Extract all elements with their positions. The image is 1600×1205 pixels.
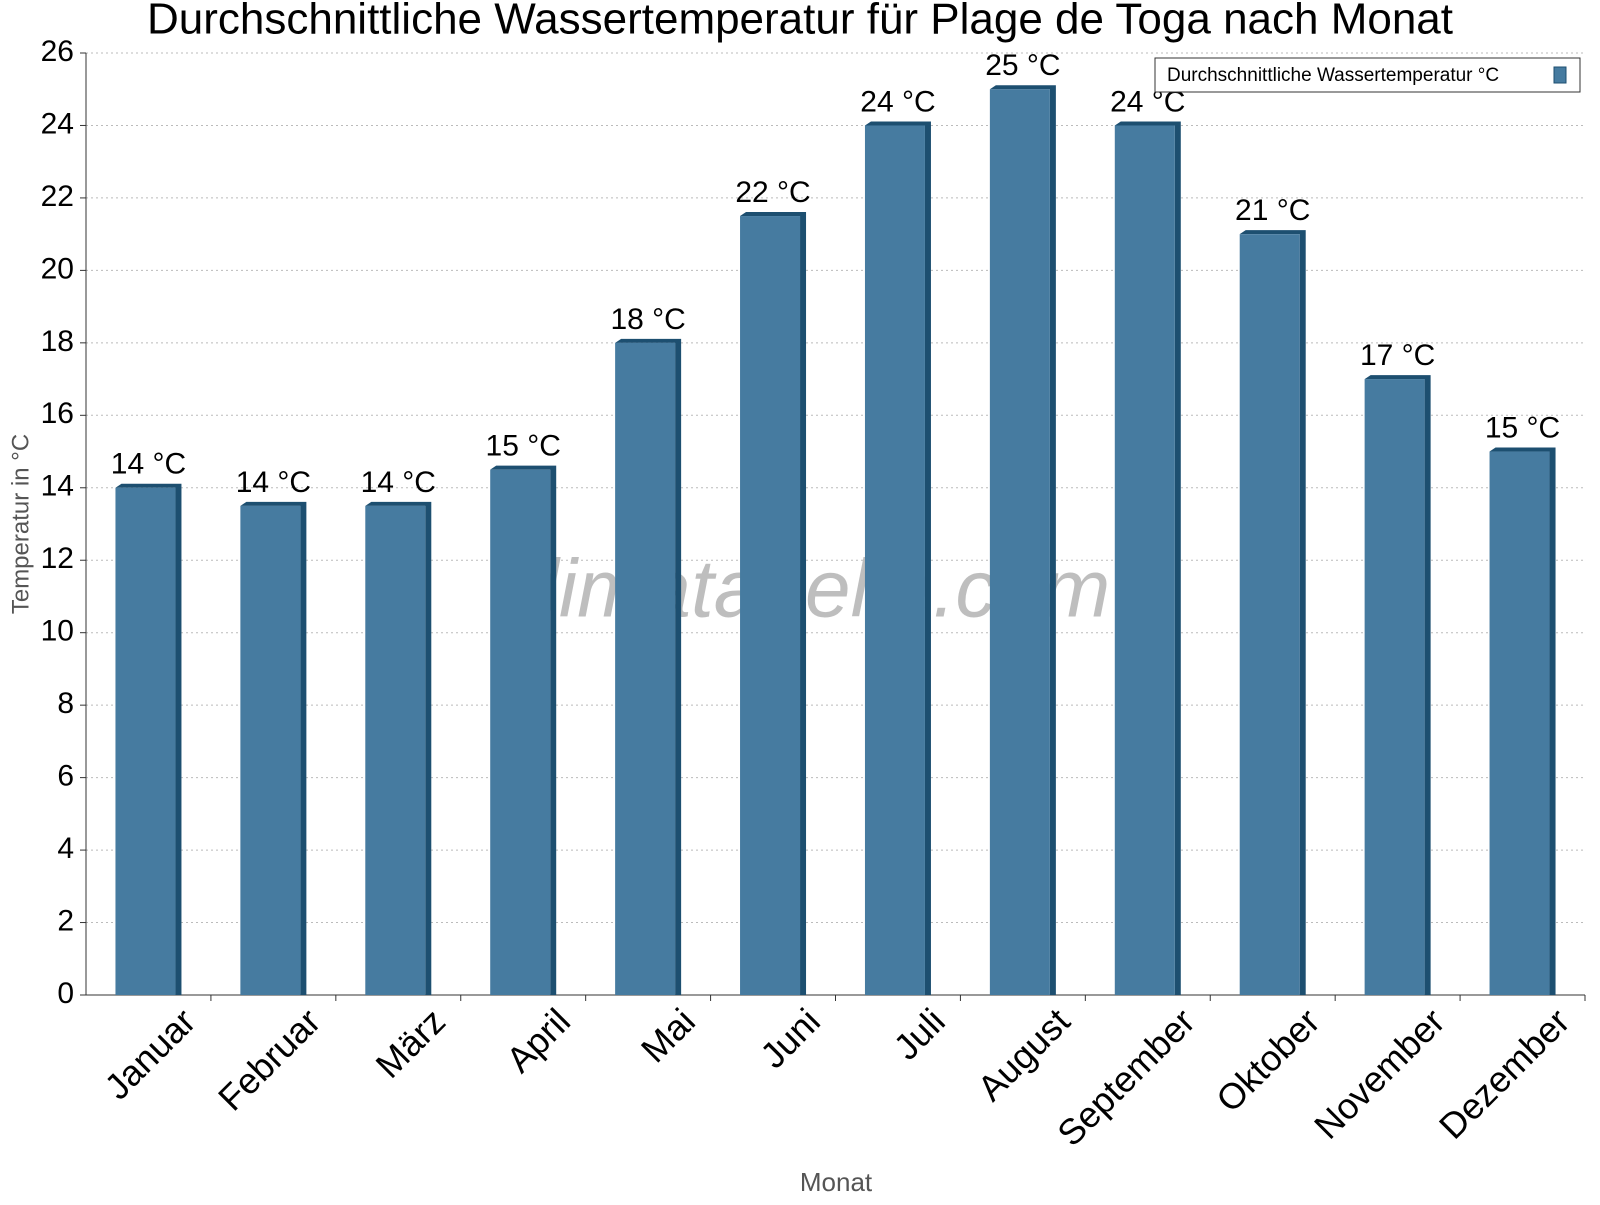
value-label: 14 °C bbox=[111, 448, 186, 481]
x-tick-label: April bbox=[498, 1000, 578, 1080]
y-tick-label: 8 bbox=[57, 687, 74, 720]
x-tick-label: Juni bbox=[752, 1000, 828, 1076]
value-label: 25 °C bbox=[985, 49, 1060, 82]
y-tick-label: 20 bbox=[41, 252, 74, 285]
x-tick-label: September bbox=[1049, 1000, 1203, 1154]
y-tick-label: 4 bbox=[57, 832, 74, 865]
y-tick-label: 0 bbox=[57, 977, 74, 1010]
x-axis-title: Monat bbox=[800, 1167, 873, 1197]
bar bbox=[1364, 379, 1425, 996]
value-label: 22 °C bbox=[735, 176, 810, 209]
x-tick-label: Januar bbox=[96, 1000, 203, 1107]
x-tick-label: März bbox=[368, 1000, 454, 1086]
y-tick-label: 14 bbox=[41, 470, 74, 503]
x-tick-label: Juli bbox=[886, 1000, 953, 1067]
bar bbox=[115, 487, 176, 995]
value-label: 24 °C bbox=[860, 85, 935, 118]
x-tick-label: Mai bbox=[633, 1000, 703, 1070]
bar bbox=[1114, 125, 1175, 995]
x-tick-label: Februar bbox=[210, 1000, 328, 1118]
value-label: 14 °C bbox=[236, 466, 311, 499]
y-tick-label: 2 bbox=[57, 904, 74, 937]
y-tick-label: 18 bbox=[41, 325, 74, 358]
y-tick-label: 22 bbox=[41, 180, 74, 213]
x-tick-label: Oktober bbox=[1208, 1000, 1328, 1120]
y-tick-label: 12 bbox=[41, 542, 74, 575]
y-tick-label: 16 bbox=[41, 397, 74, 430]
x-tick-label: Dezember bbox=[1431, 1000, 1577, 1146]
bar bbox=[615, 342, 676, 995]
x-tick-label: August bbox=[969, 1000, 1077, 1108]
bar bbox=[1239, 234, 1300, 996]
value-label: 14 °C bbox=[361, 466, 436, 499]
value-label: 21 °C bbox=[1235, 194, 1310, 227]
y-tick-label: 26 bbox=[41, 35, 74, 68]
y-tick-label: 6 bbox=[57, 760, 74, 793]
bar bbox=[989, 89, 1050, 995]
bar bbox=[365, 505, 426, 995]
bar bbox=[240, 505, 301, 995]
legend-swatch bbox=[1553, 66, 1567, 84]
legend-box bbox=[1154, 57, 1581, 93]
value-label: 15 °C bbox=[486, 430, 561, 463]
bar bbox=[1489, 451, 1550, 995]
value-label: 18 °C bbox=[610, 303, 685, 336]
y-tick-label: 24 bbox=[41, 107, 74, 140]
x-tick-label: November bbox=[1306, 1000, 1452, 1146]
chart-title: Durchschnittliche Wassertemperatur für P… bbox=[147, 0, 1453, 44]
legend-label: Durchschnittliche Wassertemperatur °C bbox=[1167, 65, 1499, 86]
y-tick-label: 10 bbox=[41, 615, 74, 648]
y-axis-title: Temperatur in °C bbox=[7, 434, 34, 614]
bar bbox=[740, 216, 801, 996]
bar bbox=[864, 125, 925, 995]
value-label: 15 °C bbox=[1485, 411, 1560, 444]
value-label: 17 °C bbox=[1360, 339, 1435, 372]
bar bbox=[490, 469, 551, 996]
